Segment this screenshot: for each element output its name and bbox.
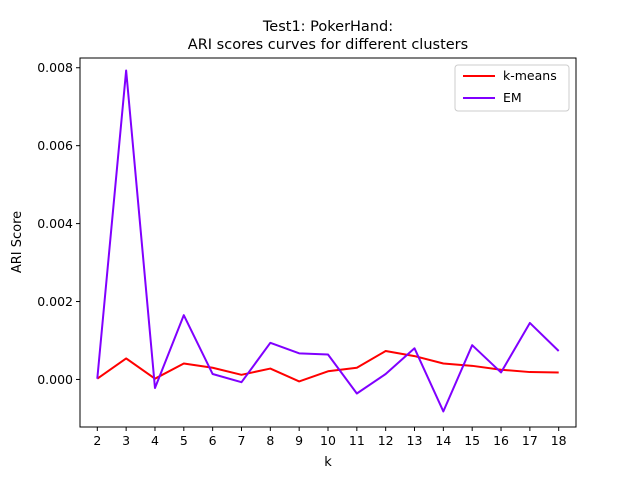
x-tick-label: 13	[407, 433, 423, 448]
x-tick-label: 5	[180, 433, 188, 448]
x-tick-label: 17	[522, 433, 538, 448]
chart-title-line1: Test1: PokerHand:	[262, 19, 393, 35]
x-tick-label: 3	[122, 433, 130, 448]
y-axis-ticks: 0.000 0.002 0.004 0.006 0.008	[37, 60, 80, 387]
x-tick-label: 14	[435, 433, 451, 448]
y-axis-label: ARI Score	[10, 211, 25, 273]
y-tick-label: 0.000	[37, 372, 73, 387]
y-tick-label: 0.002	[37, 294, 73, 309]
x-tick-label: 9	[295, 433, 303, 448]
x-tick-label: 18	[551, 433, 567, 448]
x-tick-label: 7	[238, 433, 246, 448]
y-tick-label: 0.008	[37, 60, 73, 75]
chart-title-line2: ARI scores curves for different clusters	[188, 37, 468, 53]
series-layer	[96, 69, 560, 413]
legend: k-means EM	[454, 64, 570, 112]
x-tick-label: 12	[378, 433, 394, 448]
x-tick-label: 10	[320, 433, 336, 448]
x-tick-label: 8	[266, 433, 274, 448]
x-tick-label: 4	[151, 433, 159, 448]
x-tick-label: 15	[464, 433, 480, 448]
legend-label-em: EM	[503, 90, 522, 105]
series-line-kmeans	[96, 350, 559, 383]
x-axis-ticks: 2 3 4 5 6 7 8 9 10 11 12 13 14 15 16 17 18	[93, 427, 567, 448]
legend-label-kmeans: k-means	[503, 68, 557, 83]
x-axis-label: k	[324, 455, 332, 470]
y-tick-label: 0.004	[37, 216, 73, 231]
x-tick-label: 6	[209, 433, 217, 448]
x-tick-label: 16	[493, 433, 509, 448]
x-tick-label: 11	[349, 433, 365, 448]
series-line-em	[96, 69, 560, 413]
y-tick-label: 0.006	[37, 138, 73, 153]
x-tick-label: 2	[93, 433, 101, 448]
